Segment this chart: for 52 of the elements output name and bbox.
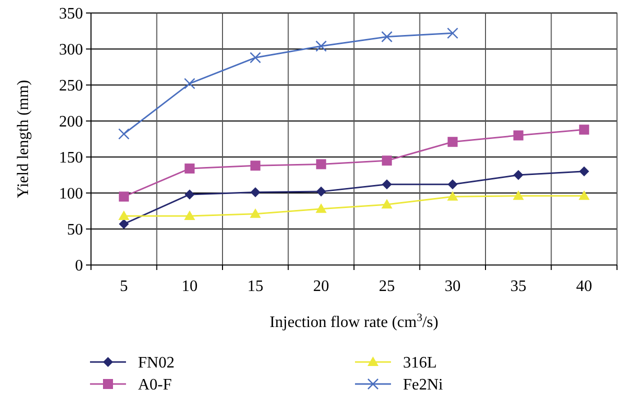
point [184, 164, 195, 174]
point [512, 190, 524, 200]
x-axis-title: Injection flow rate (cm$^{3}$/s) [270, 312, 438, 331]
point [578, 190, 590, 200]
x-tick-label: 40 [576, 278, 592, 295]
point [316, 159, 326, 170]
y-tick-label: 350 [59, 6, 83, 23]
point [447, 191, 458, 201]
point [184, 189, 195, 200]
point [579, 166, 590, 176]
y-axis-title: Yield length (mm) [15, 80, 32, 198]
point [382, 179, 392, 190]
y-tick-label: 200 [59, 114, 83, 131]
point [579, 124, 590, 135]
point [184, 78, 196, 90]
y-tick-label: 150 [59, 150, 83, 167]
point [382, 156, 392, 166]
point [446, 28, 458, 39]
point [381, 199, 392, 209]
y-tick-label: 0 [75, 258, 83, 275]
point [316, 186, 326, 197]
legend-label: 316L [403, 354, 437, 372]
point [513, 130, 524, 140]
point [118, 128, 130, 140]
point [184, 210, 196, 220]
x-tick-label: 10 [182, 278, 198, 295]
point [448, 136, 458, 147]
legend-label: A0-F [138, 376, 172, 394]
point [118, 210, 130, 220]
point [250, 160, 260, 171]
point [316, 203, 327, 213]
y-tick-label: 50 [67, 222, 83, 239]
point [118, 192, 129, 202]
x-tick-label: 30 [444, 278, 461, 295]
y-tick-label: 300 [59, 42, 83, 59]
point [381, 31, 393, 42]
x-tick-label: 20 [313, 278, 330, 295]
x-tick-label: 35 [510, 278, 526, 295]
point [315, 40, 327, 52]
x-tick-label: 5 [120, 278, 128, 295]
y-tick-label: 100 [59, 186, 83, 203]
point [250, 208, 261, 218]
x-tick-label: 25 [378, 278, 395, 295]
point [448, 179, 458, 190]
point [250, 187, 260, 198]
point [513, 170, 524, 180]
legend-label: FN02 [138, 354, 174, 372]
legend-label: Fe2Ni [403, 376, 444, 394]
point [250, 52, 262, 64]
point [118, 218, 129, 229]
x-tick-label: 15 [247, 278, 264, 295]
y-tick-label: 250 [59, 78, 83, 95]
